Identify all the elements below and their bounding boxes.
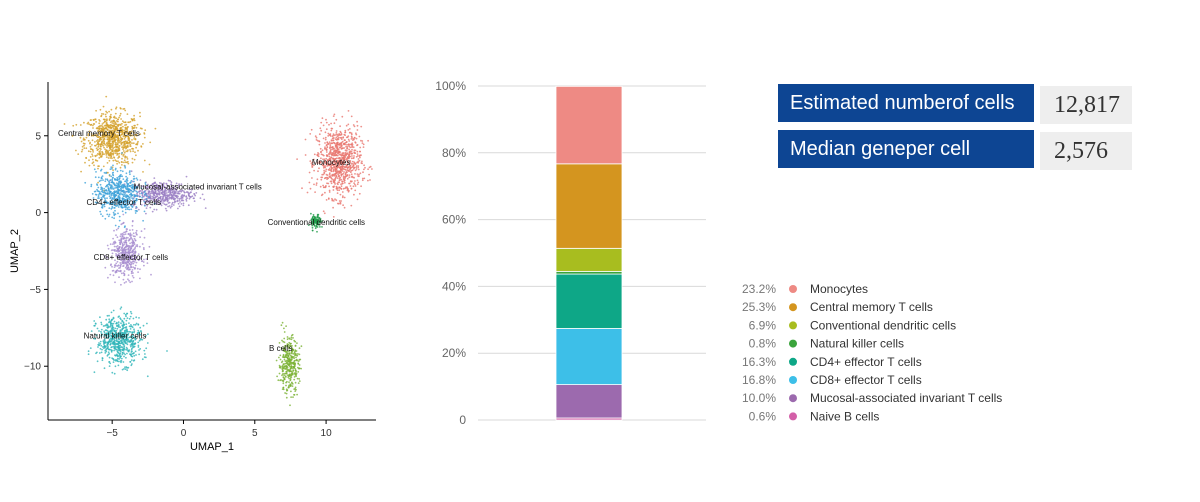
legend-percent: 0.8% — [749, 337, 777, 351]
umap-cluster-monocytes — [296, 110, 373, 218]
bar-segment-monocytes — [555, 85, 623, 165]
umap-cluster-label: Central memory T cells — [58, 129, 140, 138]
umap-cluster-natural-killer-cells — [87, 306, 168, 378]
bar-segment-conventional-dendritic-cells — [555, 247, 623, 272]
legend-swatch — [789, 394, 797, 403]
umap-cluster-b-cells — [275, 321, 303, 407]
legend-swatch — [789, 339, 797, 348]
bar-y-tick-label: 20% — [442, 346, 466, 360]
umap-cluster-label: Mucosal-associated invariant T cells — [134, 183, 262, 192]
umap-cluster-mucosal-associated-invariant-t-cells — [109, 170, 207, 215]
umap-cluster-label: Natural killer cells — [84, 332, 147, 341]
legend-percent: 6.9% — [749, 318, 777, 332]
legend-label: Monocytes — [810, 282, 868, 296]
legend-percent: 16.8% — [742, 373, 776, 387]
legend-swatch — [789, 357, 797, 366]
legend-percent: 10.0% — [742, 391, 776, 405]
umap-cluster-label: Monocytes — [312, 158, 351, 167]
umap-x-tick-label: −5 — [106, 428, 118, 439]
umap-cluster-conventional-dendritic-cells — [307, 212, 324, 233]
legend-swatch — [789, 376, 797, 384]
legend-label: Naive B cells — [810, 409, 879, 423]
bar-segment-cd4-effector-t-cells — [555, 273, 623, 329]
bar-y-tick-label: 100% — [435, 79, 466, 93]
median-genes-label: Median geneper cell — [778, 130, 1034, 168]
estimated-cells-value: 12,817 — [1040, 86, 1132, 124]
median-genes-value: 2,576 — [1040, 132, 1132, 170]
umap-x-tick-label: 10 — [321, 428, 333, 439]
legend-label: Natural killer cells — [810, 337, 904, 351]
legend-percent: 16.3% — [742, 355, 776, 369]
umap-y-tick-label: 5 — [35, 131, 41, 142]
legend-label: Conventional dendritic cells — [810, 318, 956, 332]
legend-swatch — [789, 285, 797, 293]
bar-y-tick-label: 0 — [459, 413, 466, 427]
bar-segment-natural-killer-cells — [555, 270, 623, 275]
umap-cluster-label: CD8+ effector T cells — [94, 253, 168, 262]
bar-legend: 23.2% Monocytes 25.3% Central memory T cell… — [742, 282, 1002, 423]
estimated-cells-label: Estimated numberof cells — [778, 84, 1034, 122]
umap-x-tick-label: 0 — [181, 428, 187, 439]
legend-label: Central memory T cells — [810, 300, 933, 314]
umap-y-tick-label: −5 — [30, 285, 42, 296]
legend-swatch — [789, 303, 797, 312]
legend-swatch — [789, 321, 797, 330]
bar-segment-cd8-effector-t-cells — [555, 328, 623, 385]
legend-label: Mucosal-associated invariant T cells — [810, 391, 1002, 405]
umap-cluster-label: Conventional dendritic cells — [268, 218, 365, 227]
umap-x-tick-label: 5 — [252, 428, 258, 439]
legend-label: CD8+ effector T cells — [810, 373, 922, 387]
umap-points — [63, 95, 373, 407]
cell-composition-bar-chart: 0 20% 40% 60% 80% 100% 23.2% Monocytes 25.3% Cent… — [435, 79, 1002, 427]
umap-cluster-label: CD4+ effector T cells — [87, 198, 161, 207]
umap-cluster-cd8-effector-t-cells — [104, 213, 152, 286]
umap-scatter-plot: −5 0 5 10 5 0 −5 −10 UMAP_1 UMAP_2 Central memory … — [9, 82, 376, 453]
umap-y-tick-label: 0 — [35, 208, 41, 219]
bar-segment-central-memory-t-cells — [555, 163, 623, 249]
legend-percent: 23.2% — [742, 282, 776, 296]
umap-x-axis-label: UMAP_1 — [190, 441, 234, 453]
umap-y-axis-label: UMAP_2 — [9, 229, 21, 273]
umap-y-tick-label: −10 — [24, 362, 41, 373]
umap-cluster-label: B cells — [269, 344, 293, 353]
bar-y-tick-label: 80% — [442, 146, 466, 160]
legend-percent: 25.3% — [742, 300, 776, 314]
bar-segment-mucosal-associated-invariant-t-cells — [555, 384, 623, 419]
umap-cluster-central-memory-t-cells — [63, 95, 157, 192]
umap-cluster-cd4-effector-t-cells — [84, 152, 156, 229]
legend-label: CD4+ effector T cells — [810, 355, 922, 369]
bar-y-tick-label: 60% — [442, 213, 466, 227]
legend-swatch — [789, 412, 797, 421]
stats-panel: Estimated numberof cells 12,817 Median g… — [778, 84, 1132, 174]
legend-percent: 0.6% — [749, 409, 777, 423]
bar-y-tick-label: 40% — [442, 279, 466, 293]
